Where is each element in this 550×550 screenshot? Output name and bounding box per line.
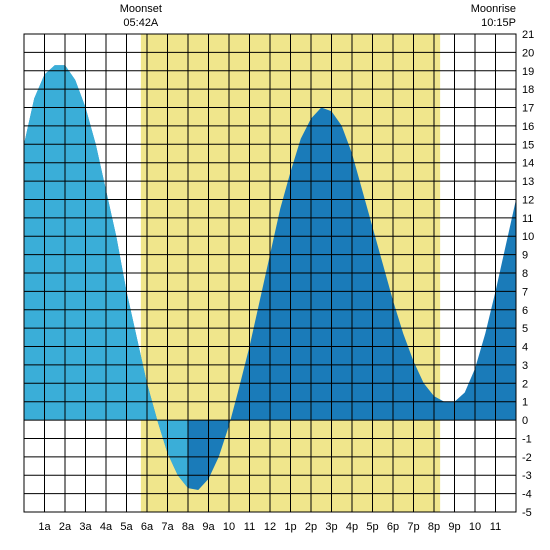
x-tick-label: 10 (469, 521, 481, 533)
y-tick-label: 6 (522, 305, 528, 317)
y-tick-label: 3 (522, 360, 528, 372)
y-tick-label: 8 (522, 268, 528, 280)
x-tick-label: 3p (325, 521, 337, 533)
y-tick-label: 20 (522, 47, 534, 59)
y-tick-label: 21 (522, 29, 534, 41)
x-tick-label: 10 (223, 521, 235, 533)
y-tick-label: 9 (522, 250, 528, 262)
x-tick-label: 12 (264, 521, 276, 533)
y-tick-label: 11 (522, 213, 533, 225)
x-tick-label: 9p (448, 521, 460, 533)
y-tick-label: 13 (522, 176, 534, 188)
y-tick-label: 18 (522, 84, 534, 96)
y-tick-label: 0 (522, 415, 528, 427)
y-tick-label: -3 (522, 470, 532, 482)
tide-chart: -5-4-3-2-1012345678910111213141516171819… (0, 0, 550, 550)
y-tick-label: 2 (522, 378, 528, 390)
y-tick-label: 5 (522, 323, 528, 335)
moonrise-title: Moonrise (471, 3, 516, 15)
y-tick-label: 12 (522, 194, 534, 206)
x-tick-label: 6p (387, 521, 399, 533)
x-tick-label: 2a (59, 521, 72, 533)
x-tick-label: 7p (407, 521, 419, 533)
y-tick-label: 14 (522, 158, 534, 170)
x-tick-label: 1p (284, 521, 296, 533)
y-tick-label: 1 (522, 397, 528, 409)
y-tick-label: -4 (522, 489, 532, 501)
y-tick-label: 10 (522, 231, 534, 243)
y-tick-label: 4 (522, 342, 528, 354)
y-tick-label: 17 (522, 103, 534, 115)
moonset-time: 05:42A (123, 17, 159, 29)
x-tick-label: 7a (161, 521, 174, 533)
x-tick-label: 9a (202, 521, 215, 533)
y-tick-label: -2 (522, 452, 532, 464)
x-tick-label: 11 (490, 521, 501, 533)
x-tick-label: 4p (346, 521, 358, 533)
x-tick-label: 8p (428, 521, 440, 533)
x-tick-label: 2p (305, 521, 317, 533)
chart-svg: -5-4-3-2-1012345678910111213141516171819… (0, 0, 550, 550)
y-tick-label: 16 (522, 121, 534, 133)
y-tick-label: -5 (522, 507, 532, 519)
x-tick-label: 6a (141, 521, 154, 533)
x-tick-label: 5p (366, 521, 378, 533)
y-tick-label: 7 (522, 286, 528, 298)
x-tick-label: 1a (38, 521, 51, 533)
x-tick-label: 11 (244, 521, 255, 533)
y-tick-label: 19 (522, 66, 534, 78)
x-tick-label: 5a (120, 521, 133, 533)
moonset-title: Moonset (120, 3, 162, 15)
x-tick-label: 4a (100, 521, 113, 533)
moonrise-time: 10:15P (481, 17, 516, 29)
x-tick-label: 8a (182, 521, 195, 533)
x-tick-label: 3a (79, 521, 92, 533)
y-tick-label: -1 (522, 433, 532, 445)
y-tick-label: 15 (522, 139, 534, 151)
